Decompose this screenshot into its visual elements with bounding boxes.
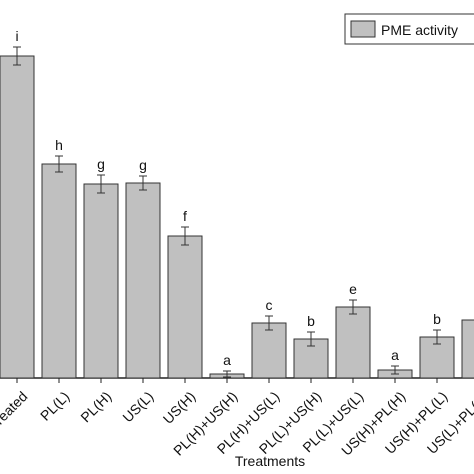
bar — [41, 163, 77, 379]
significance-letter: g — [97, 156, 105, 172]
error-bar — [181, 226, 189, 246]
significance-letter: g — [139, 157, 147, 173]
significance-letter: i — [15, 28, 18, 44]
bar — [0, 55, 35, 379]
bar — [83, 183, 119, 379]
error-bar — [13, 46, 21, 66]
error-bar — [139, 175, 147, 191]
error-bar — [265, 315, 273, 331]
bar — [167, 235, 203, 379]
error-bar — [223, 370, 231, 378]
x-tick-label: Untreated — [0, 388, 30, 443]
bar — [335, 306, 371, 379]
x-tick-label: PL(L) — [37, 388, 73, 424]
x-tick-label: PL(H) — [77, 388, 114, 425]
x-tick-label: US(H) — [160, 388, 199, 427]
significance-letter: a — [391, 347, 399, 363]
legend-label: PME activity — [381, 22, 458, 38]
significance-letter: h — [55, 137, 63, 153]
error-bar — [307, 331, 315, 347]
significance-letter: e — [349, 281, 357, 297]
bar — [461, 319, 474, 379]
significance-letter: f — [183, 208, 187, 224]
x-tick-label: US(L) — [119, 388, 156, 425]
error-bar — [97, 174, 105, 194]
error-bar — [433, 329, 441, 345]
error-bar — [349, 299, 357, 315]
bar — [251, 322, 287, 379]
error-bar — [55, 155, 63, 173]
legend-swatch — [350, 20, 376, 38]
significance-letter: c — [266, 297, 273, 313]
significance-letter: b — [433, 311, 441, 327]
significance-letter: a — [223, 352, 231, 368]
bar — [125, 182, 161, 379]
significance-letter: b — [307, 313, 315, 329]
error-bar — [391, 365, 399, 375]
x-axis-title: Treatments — [235, 453, 305, 469]
